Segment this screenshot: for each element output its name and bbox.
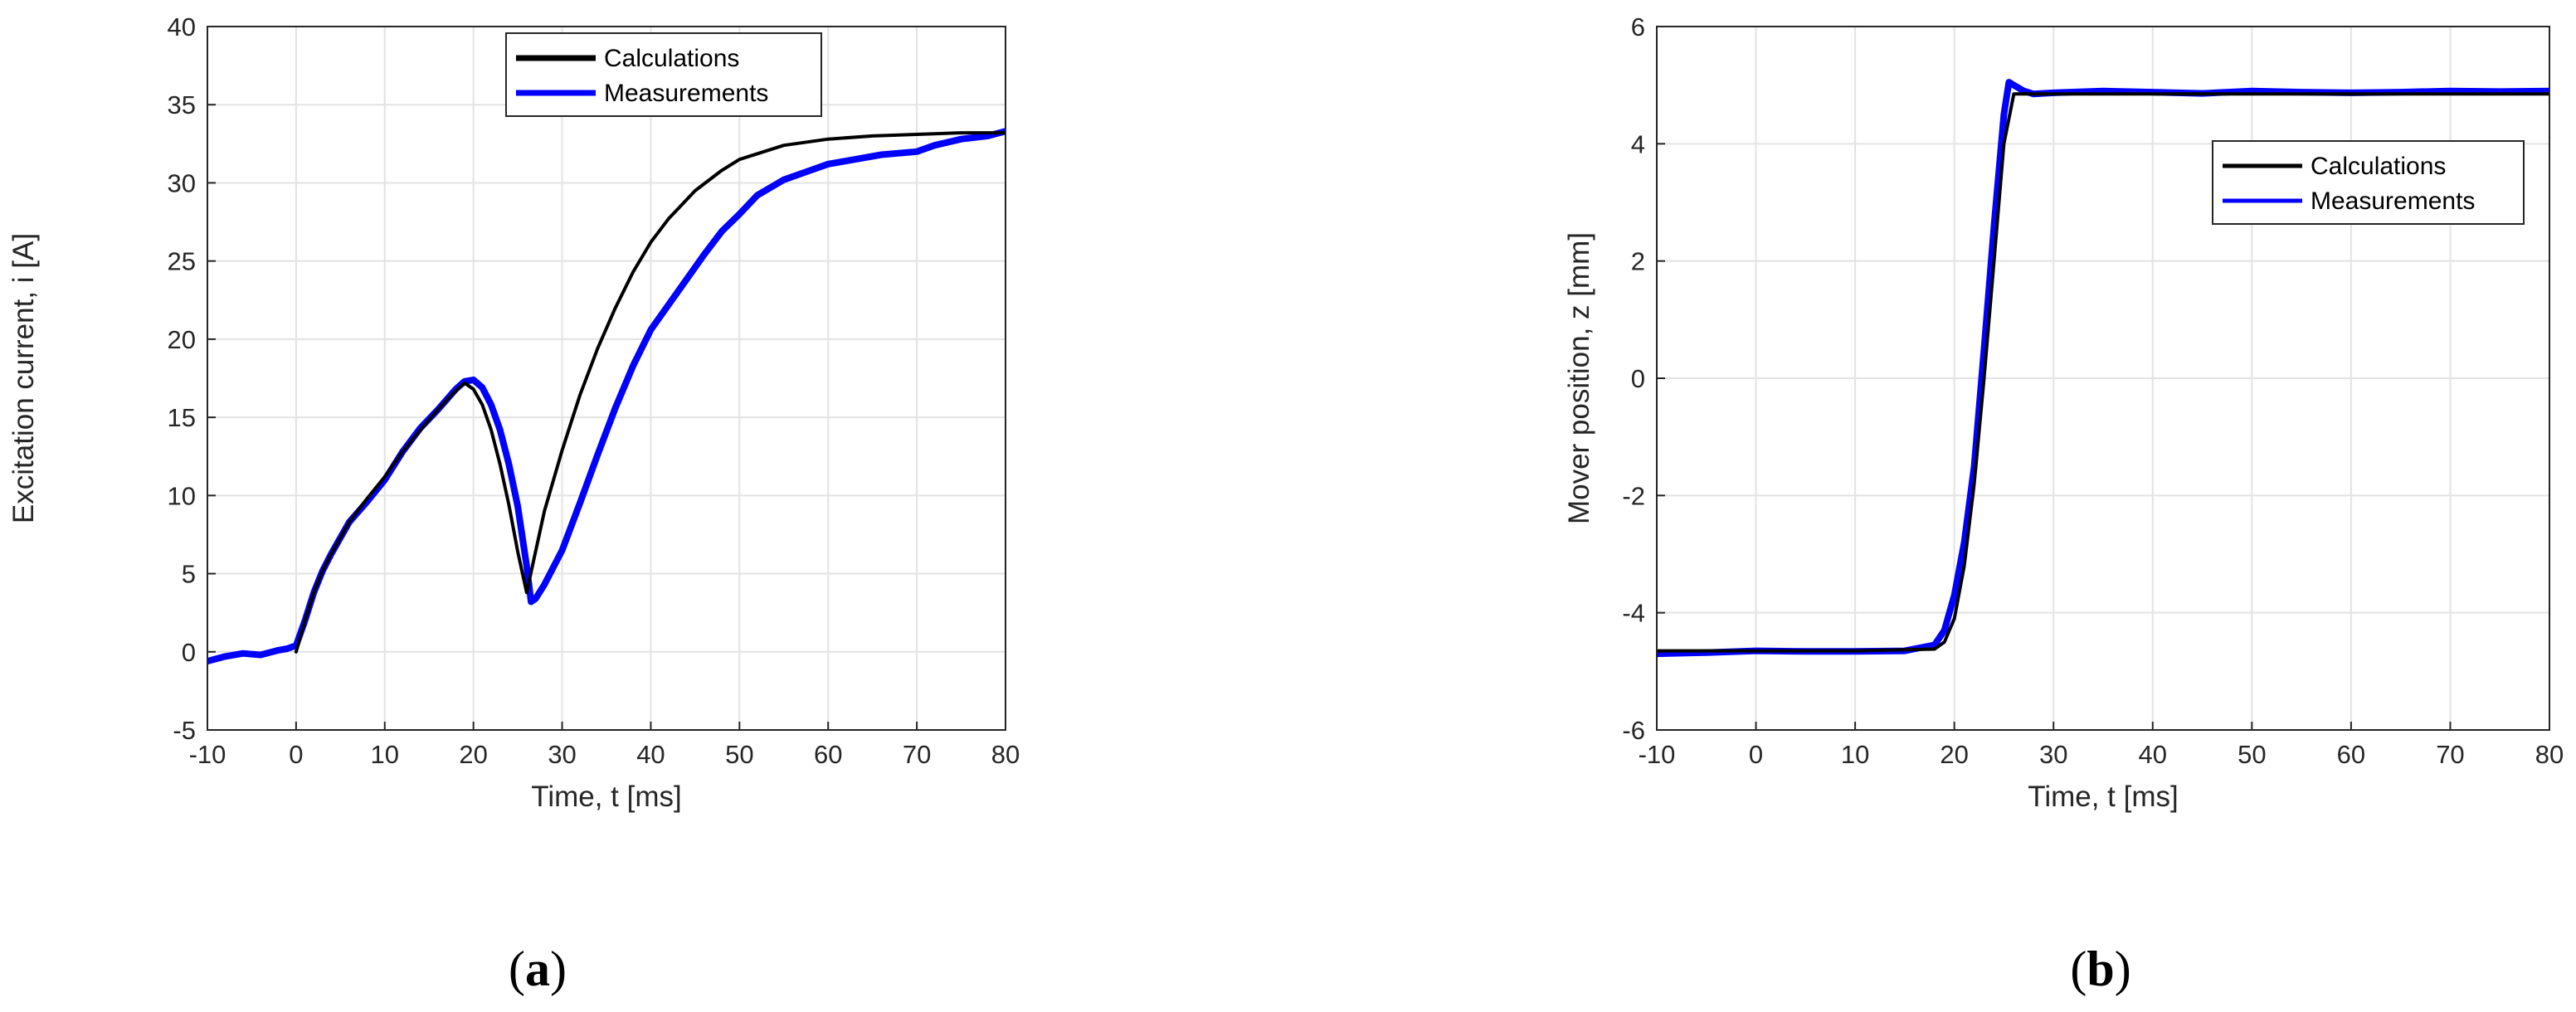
x-tick-label: 0 — [1749, 740, 1763, 769]
x-tick-label: 10 — [371, 740, 399, 769]
x-tick-label: 40 — [636, 740, 665, 769]
y-tick-label: 0 — [182, 638, 196, 667]
x-tick-label: 40 — [2139, 740, 2167, 769]
y-tick-label: 25 — [168, 247, 196, 276]
y-tick-label: -6 — [1622, 716, 1645, 745]
y-tick-label: -2 — [1622, 481, 1645, 510]
caption-close-paren: ) — [550, 941, 567, 996]
y-axis-label: Mover position, z [mm] — [1563, 232, 1595, 524]
x-axis-label: Time, t [ms] — [2028, 781, 2178, 813]
y-tick-label: 6 — [1631, 12, 1645, 41]
legend-label-calculations: Calculations — [604, 45, 739, 72]
y-axis-label: Excitation current, i [A] — [7, 233, 40, 523]
legend-label-measurements: Measurements — [2311, 187, 2475, 215]
legend-label-measurements: Measurements — [604, 80, 768, 107]
plot-area — [207, 27, 1006, 730]
y-tick-label: 5 — [182, 560, 196, 589]
y-tick-label: 30 — [168, 168, 196, 197]
x-tick-label: 60 — [814, 740, 842, 769]
x-tick-label: 70 — [2436, 740, 2464, 769]
chart-panel-a: -10 0 10 20 30 40 50 60 70 80-50510152025303540Ti… — [7, 12, 1020, 996]
x-axis-label: Time, t [ms] — [531, 781, 681, 813]
y-tick-label: 0 — [1631, 364, 1645, 393]
x-tick-label: 80 — [991, 740, 1020, 769]
x-tick-label: 0 — [289, 740, 303, 769]
x-tick-label: 10 — [1841, 740, 1869, 769]
x-tick-label: 50 — [725, 740, 753, 769]
legend-label-calculations: Calculations — [2311, 153, 2446, 180]
y-tick-label: 4 — [1631, 129, 1645, 158]
legend: Calculations Measurements — [506, 33, 821, 116]
y-tick-label: 40 — [168, 12, 196, 41]
x-tick-label: 60 — [2337, 740, 2365, 769]
y-tick-label: 20 — [168, 325, 196, 354]
legend: Calculations Measurements — [2213, 141, 2524, 224]
panel-caption: (a) — [509, 941, 567, 996]
y-tick-label: 2 — [1631, 247, 1645, 276]
y-tick-label: 15 — [168, 403, 196, 432]
x-tick-label: 30 — [2039, 740, 2067, 769]
panel-caption: (b) — [2070, 941, 2130, 996]
caption-letter: b — [2087, 941, 2114, 996]
x-tick-label: 70 — [903, 740, 931, 769]
caption-letter: a — [525, 941, 550, 996]
caption-open-paren: ( — [509, 941, 525, 996]
x-tick-label: 50 — [2238, 740, 2266, 769]
x-tick-label: 20 — [1940, 740, 1968, 769]
x-tick-label: 20 — [459, 740, 487, 769]
y-tick-label: 35 — [168, 90, 196, 119]
caption-close-paren: ) — [2115, 941, 2131, 996]
x-tick-label: 30 — [548, 740, 576, 769]
y-tick-label: 10 — [168, 481, 196, 510]
y-tick-label: -4 — [1622, 599, 1645, 628]
x-tick-label: 80 — [2535, 740, 2564, 769]
y-tick-label: -5 — [173, 716, 196, 745]
caption-open-paren: ( — [2070, 941, 2087, 996]
